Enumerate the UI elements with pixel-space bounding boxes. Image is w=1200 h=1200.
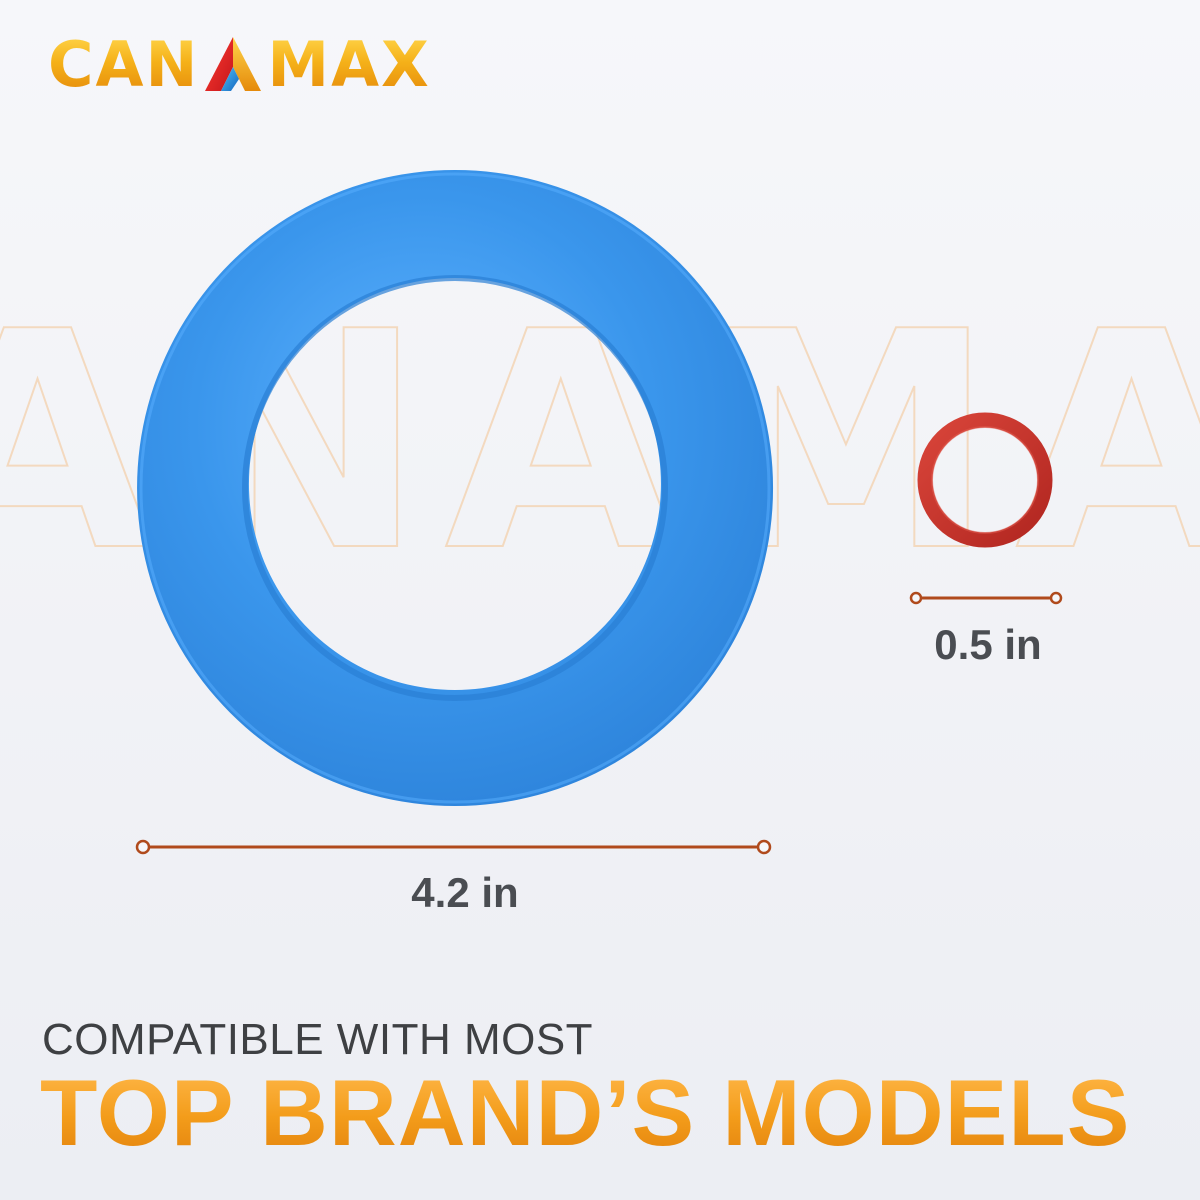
logo-text-left: CAN [48, 28, 200, 101]
logo-text-right: MAX [267, 28, 431, 101]
red-o-ring [917, 412, 1053, 548]
small-ring-dimension: 0.5 in [934, 621, 1042, 668]
large-ring-dimension: 4.2 in [411, 869, 519, 916]
compatibility-tagline: COMPATIBLE WITH MOST [42, 1015, 594, 1064]
blue-flapper-ring [137, 170, 774, 806]
large-measure-line [135, 839, 772, 855]
triangle-a-logo-icon [205, 37, 262, 91]
small-measure-line [909, 591, 1063, 605]
brand-logo: CAN MAX [48, 30, 431, 100]
compatibility-headline: TOP BRAND’S MODELS [40, 1060, 1131, 1165]
